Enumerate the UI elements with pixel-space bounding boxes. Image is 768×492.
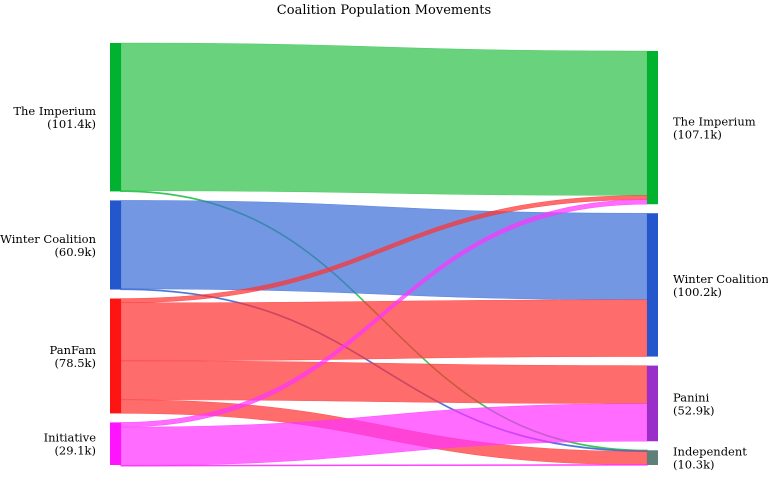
target-node-name: Independent bbox=[673, 445, 747, 459]
chart-title: Coalition Population Movements bbox=[276, 3, 492, 18]
source-node-label-panfam: PanFam (78.5k) bbox=[50, 343, 97, 370]
target-node-panini bbox=[647, 365, 658, 442]
target-node-winter-coalition bbox=[647, 213, 658, 357]
target-node-independent bbox=[647, 450, 658, 465]
flows-layer bbox=[120, 42, 648, 467]
target-node-label-the-imperium: The Imperium (107.1k) bbox=[673, 115, 756, 142]
target-node-label-independent: Independent (10.3k) bbox=[673, 445, 747, 472]
target-node-value: (100.2k) bbox=[673, 285, 722, 299]
target-node-label-winter-coalition: Winter Coalition (100.2k) bbox=[673, 272, 768, 299]
source-node-value: (29.1k) bbox=[54, 444, 96, 458]
source-node-the-imperium bbox=[110, 43, 121, 192]
source-node-value: (78.5k) bbox=[54, 356, 96, 370]
flow-the-imperium-to-the-imperium bbox=[120, 42, 648, 196]
target-node-name: The Imperium bbox=[673, 115, 756, 129]
source-node-value: (101.4k) bbox=[47, 117, 96, 131]
source-node-name: Initiative bbox=[44, 431, 97, 445]
flow-panfam-to-panini bbox=[120, 360, 648, 404]
source-node-name: PanFam bbox=[50, 343, 97, 357]
nodes-layer bbox=[110, 43, 658, 465]
source-node-panfam bbox=[110, 298, 121, 414]
target-node-name: Winter Coalition bbox=[673, 272, 768, 286]
source-node-label-initiative: Initiative (29.1k) bbox=[44, 431, 97, 458]
target-node-value: (10.3k) bbox=[673, 458, 715, 472]
flow-initiative-to-independent bbox=[120, 464, 648, 467]
source-node-label-winter-coalition: Winter Coalition (60.9k) bbox=[0, 232, 96, 259]
target-node-name: Panini bbox=[673, 390, 710, 404]
source-node-label-the-imperium: The Imperium (101.4k) bbox=[13, 104, 96, 131]
source-node-name: The Imperium bbox=[13, 104, 96, 118]
labels-layer: The Imperium (101.4k)Winter Coalition (60.… bbox=[0, 104, 768, 471]
target-node-the-imperium bbox=[647, 51, 658, 205]
source-node-initiative bbox=[110, 422, 121, 465]
source-node-winter-coalition bbox=[110, 200, 121, 290]
target-node-label-panini: Panini (52.9k) bbox=[673, 390, 715, 417]
flow-initiative-to-panini bbox=[120, 403, 648, 466]
source-node-name: Winter Coalition bbox=[0, 232, 96, 246]
flow-panfam-to-winter-coalition bbox=[120, 299, 648, 362]
source-node-value: (60.9k) bbox=[54, 245, 96, 259]
target-node-value: (52.9k) bbox=[673, 403, 715, 417]
target-node-value: (107.1k) bbox=[673, 128, 722, 142]
